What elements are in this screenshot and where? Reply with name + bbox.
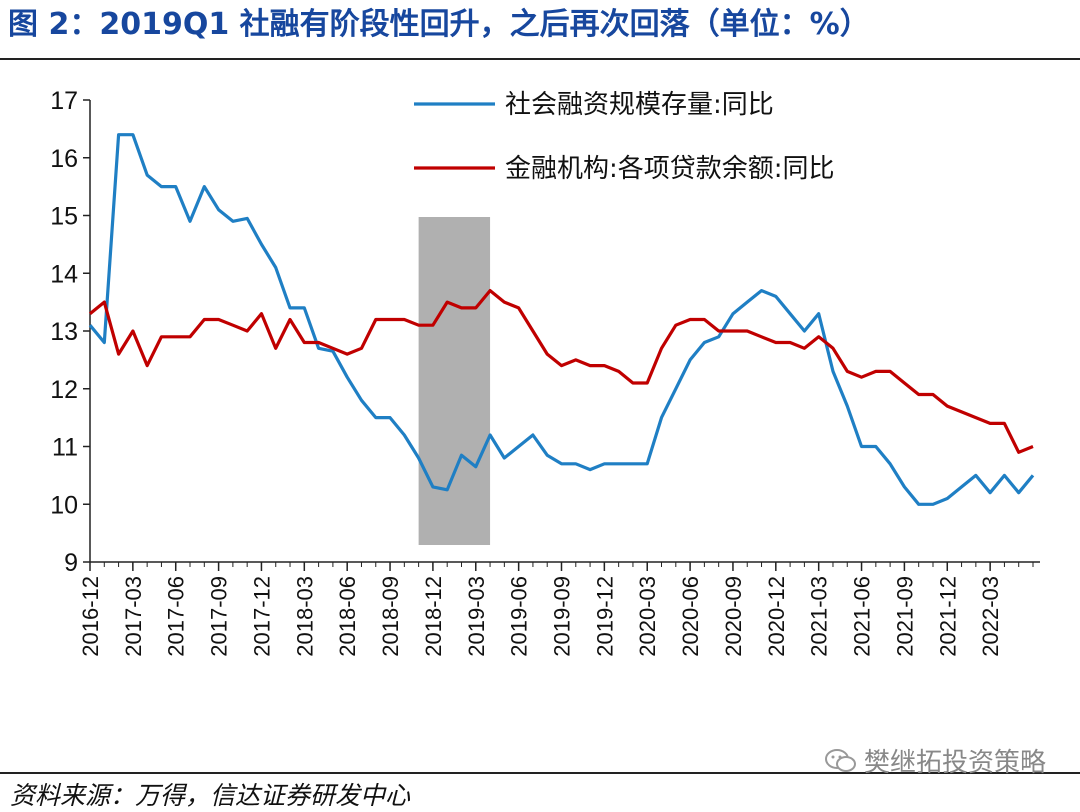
source-rule: [0, 772, 1080, 774]
x-tick-label: 2017-12: [249, 576, 274, 657]
y-tick-label: 10: [50, 491, 78, 519]
line-chart: 9 10 11 12 13 14 15 16 17 2016-12 2017-03 2017-06 20…: [50, 87, 1040, 657]
x-tick-label: 2017-09: [207, 576, 232, 657]
y-tick-label: 15: [50, 203, 78, 231]
x-tick-label: 2019-03: [464, 576, 489, 657]
series-line-loans: [88, 289, 1034, 454]
figure-title: 图 2：2019Q1 社融有阶段性回升，之后再次回落（单位：%）: [8, 7, 870, 42]
x-tick-label: 2018-09: [378, 576, 403, 657]
title-rule: [0, 58, 1080, 60]
series-lines: [88, 133, 1035, 506]
x-tick-label: 2021-09: [892, 576, 917, 657]
y-tick-label: 16: [50, 145, 78, 173]
x-tick-label: 2019-09: [550, 576, 575, 657]
x-tick-label: 2019-06: [507, 576, 532, 657]
x-tick-label: 2020-09: [721, 576, 746, 657]
watermark: 樊继拓投资策略: [824, 742, 1046, 779]
x-tick-label: 2020-03: [635, 576, 660, 657]
y-tick-label: 11: [52, 434, 78, 462]
y-tick-label: 14: [50, 260, 78, 288]
x-tick-label: 2020-06: [678, 576, 703, 657]
shaded-period-layer: [418, 217, 491, 545]
watermark-text: 樊继拓投资策略: [863, 748, 1046, 778]
x-tick-label: 2018-12: [421, 576, 446, 657]
y-tick-label: 17: [50, 87, 78, 115]
x-tick-label: 2021-12: [935, 576, 960, 657]
legend-label: 金融机构:各项贷款余额:同比: [505, 154, 835, 184]
x-tick-label: 2022-03: [978, 576, 1003, 657]
x-tick-label: 2021-03: [807, 576, 832, 657]
x-tick-label: 2016-12: [78, 576, 103, 657]
wechat-icon: [824, 748, 856, 772]
shaded-period: [418, 217, 491, 545]
x-tick-label: 2019-12: [592, 576, 617, 657]
x-tick-label: 2020-12: [764, 576, 789, 657]
x-tick-label: 2017-03: [121, 576, 146, 657]
source-note: 资料来源：万得，信达证券研发中心: [10, 781, 411, 810]
x-tick-label: 2018-03: [292, 576, 317, 657]
y-tick-label: 12: [50, 376, 78, 404]
x-tick-label: 2017-06: [164, 576, 189, 657]
x-tick-label: 2021-06: [850, 576, 875, 657]
y-tick-label: 9: [64, 549, 78, 577]
axes: 9 10 11 12 13 14 15 16 17 2016-12 2017-03 2017-06 20…: [50, 87, 1040, 657]
legend-label: 社会融资规模存量:同比: [505, 90, 774, 120]
series-line-social-financing: [88, 133, 1035, 506]
y-tick-label: 13: [50, 318, 78, 346]
x-tick-label: 2018-06: [335, 576, 360, 657]
